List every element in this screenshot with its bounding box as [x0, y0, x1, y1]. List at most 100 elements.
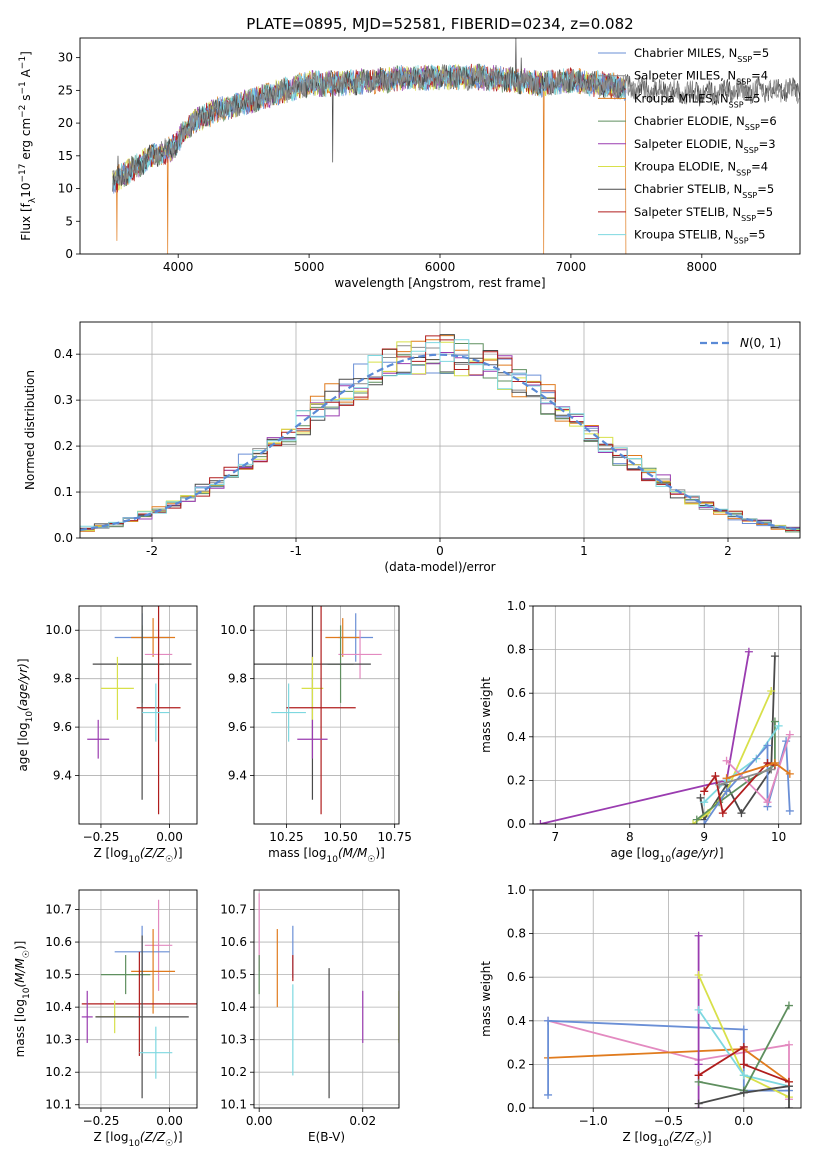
- plot-area: [81, 899, 197, 1099]
- axes-frame: [79, 37, 801, 255]
- grid-lines: [254, 606, 399, 824]
- panel-age-vs-mass: 10.25 10.50 10.75 9.4 9.6 9.8 10.0 mass [log10(…: [220, 605, 412, 865]
- axes-frame: [79, 321, 801, 539]
- label-part: (Z/Z: [140, 1130, 166, 1144]
- x-tick-label: 10: [771, 830, 786, 844]
- y-tick-label: 9.4: [53, 769, 72, 783]
- y-tick-label: 0.3: [54, 393, 73, 407]
- legend-name: Salpeter ELODIE, N: [634, 137, 744, 151]
- y-tick-label: 20: [58, 116, 73, 130]
- legend-name: N: [740, 336, 749, 350]
- weight-marker: [739, 1025, 748, 1034]
- x-axis-label: age [log10(age/yr)]: [610, 846, 723, 865]
- plot-area: [80, 334, 800, 533]
- x-tick-label: -1: [290, 544, 302, 558]
- label-part: 10: [25, 711, 35, 723]
- weight-marker: [700, 798, 709, 807]
- label-part: ]: [16, 658, 30, 663]
- label-part: (Z/Z: [669, 1130, 695, 1144]
- grid-lines: [254, 890, 399, 1108]
- weight-marker: [785, 769, 794, 778]
- plot-area: [544, 931, 793, 1108]
- weight-marker: [700, 787, 709, 796]
- label-part: ☉: [367, 855, 375, 865]
- legend-entry: Kroupa STELIB, NSSP=5: [634, 228, 765, 246]
- x-tick-label: 9: [700, 830, 708, 844]
- legend-count: =5: [744, 91, 761, 105]
- label-part: (M/M: [338, 846, 368, 860]
- weight-series: [703, 740, 791, 824]
- legend-sub: SSP: [741, 213, 756, 222]
- weight-marker: [694, 931, 703, 940]
- y-tick-label: 9.6: [228, 720, 247, 734]
- label-part: ): [702, 1130, 707, 1144]
- panel-residuals: -2 -1 0 1 2 0.0 0.1 0.2 0.3 0.4 (data-model)/error…: [23, 321, 801, 574]
- label-part: 10: [657, 1139, 669, 1149]
- weight-marker: [694, 1060, 703, 1069]
- label-part: 10: [22, 987, 32, 999]
- legend-sub: SSP: [745, 123, 760, 132]
- legend-count: =6: [760, 114, 777, 128]
- label-part: A: [19, 68, 33, 81]
- spectrum-line: [112, 64, 800, 186]
- weight-marker: [770, 758, 779, 767]
- y-tick-label: 0.6: [507, 686, 526, 700]
- label-part: −2: [18, 105, 28, 118]
- x-tick-label: −0.5: [654, 1114, 683, 1128]
- y-tick-label: 1.0: [507, 883, 526, 897]
- legend-name: Chabrier STELIB, N: [634, 182, 742, 196]
- x-tick-label: -2: [146, 544, 158, 558]
- y-tick-label: 0.8: [507, 927, 526, 941]
- label-part: mass [: [13, 1017, 27, 1057]
- x-tick-label: 10.25: [269, 830, 303, 844]
- legend-sub: SSP: [737, 55, 752, 64]
- legend-sub: SSP: [742, 191, 757, 200]
- label-part: s: [19, 95, 33, 105]
- legend-name: Chabrier MILES, N: [634, 46, 737, 60]
- weight-series: [698, 1085, 790, 1108]
- label-part: ☉: [165, 855, 173, 865]
- x-tick-label: 8000: [687, 260, 718, 274]
- weight-marker: [694, 1099, 703, 1108]
- x-axis-label: mass [log10(M/M☉)]: [268, 846, 385, 865]
- label-part: age [: [16, 741, 30, 772]
- label-part: ]: [19, 51, 33, 56]
- panel-spectrum: 4000 5000 6000 7000 8000 0 5 10 15 20 25 30 waveleng…: [18, 37, 801, 290]
- label-part: ]: [380, 846, 385, 860]
- weight-marker: [700, 820, 709, 824]
- y-tick-label: 0.0: [507, 817, 526, 831]
- plot-area: [258, 893, 399, 1099]
- axes-frame: [253, 605, 400, 825]
- y-axis-label: Flux [fλ10−17 erg cm−2 s−1 A−1]: [18, 51, 38, 241]
- legend-count: =3: [759, 137, 776, 151]
- plot-area: [254, 606, 382, 815]
- y-tick-label: 0.1: [54, 485, 73, 499]
- label-part: ]: [13, 941, 27, 946]
- x-tick-label: 5000: [294, 260, 325, 274]
- legend-count: =5: [756, 205, 773, 219]
- label-part: Normed distribution: [23, 370, 37, 490]
- y-tick-label: 10.2: [220, 1065, 247, 1079]
- weight-marker: [770, 652, 779, 661]
- y-tick-label: 10.1: [45, 1098, 72, 1112]
- weight-marker: [784, 1077, 793, 1086]
- weight-marker: [767, 687, 776, 696]
- y-tick-label: 0.4: [54, 347, 73, 361]
- label-part: λ: [28, 197, 38, 203]
- weight-marker: [739, 1071, 748, 1080]
- x-axis-label: E(B-V): [308, 1130, 345, 1144]
- y-tick-label: 25: [58, 83, 73, 97]
- x-tick-label: 0.00: [156, 1114, 183, 1128]
- label-part: 10: [19, 183, 33, 198]
- y-tick-label: 15: [58, 149, 73, 163]
- label-part: log: [641, 846, 659, 860]
- legend-sub: SSP: [736, 77, 751, 86]
- legend-entry: Chabrier MILES, NSSP=5: [634, 46, 769, 64]
- legend-name: Kroupa MILES, N: [634, 91, 729, 105]
- weight-marker: [715, 780, 724, 789]
- y-tick-label: 0.0: [507, 1101, 526, 1115]
- label-part: Flux [f: [19, 202, 33, 240]
- x-tick-label: 0.0: [734, 1114, 753, 1128]
- axes-frame: [78, 605, 198, 825]
